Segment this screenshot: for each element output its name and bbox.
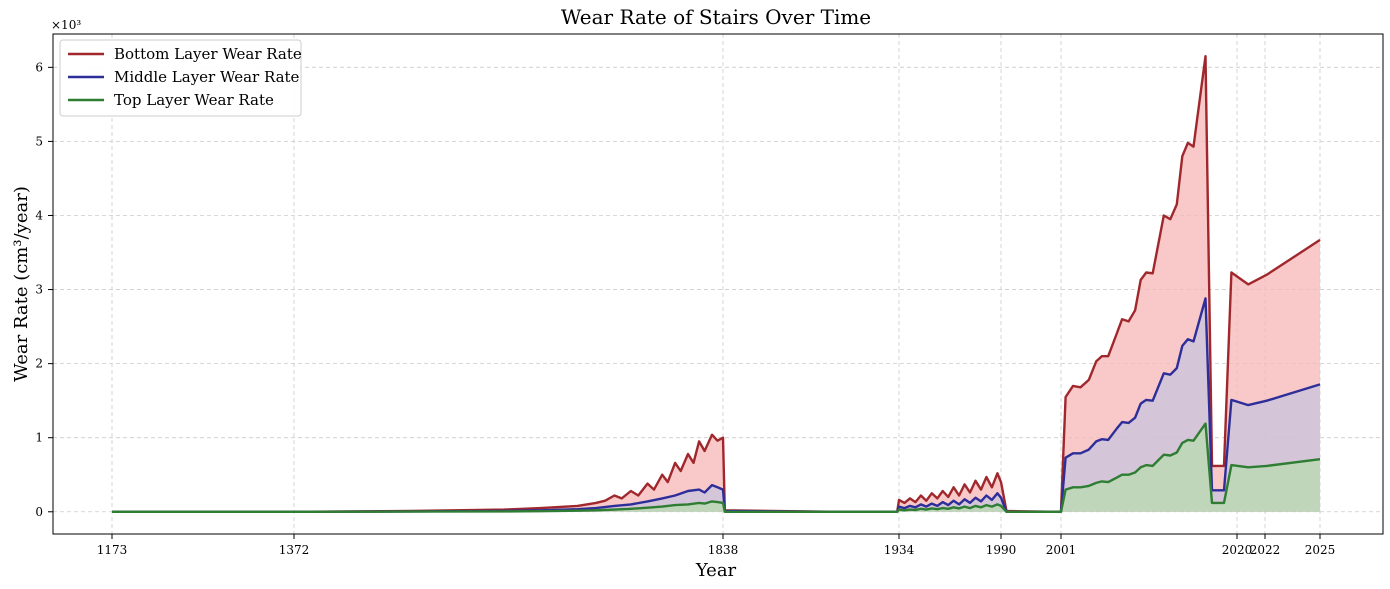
x-tick-label: 1934: [884, 543, 915, 557]
y-axis-title: Wear Rate (cm³/year): [11, 186, 32, 382]
series-line: [112, 55, 1321, 513]
y-axis-multiplier: ×10³: [51, 18, 81, 32]
x-tick-label: 2020: [1222, 543, 1253, 557]
legend-label: Top Layer Wear Rate: [114, 91, 274, 109]
series-lines: [112, 55, 1321, 513]
legend-box: [59, 39, 302, 117]
series-line: [112, 297, 1321, 513]
x-tick-label: 1372: [279, 543, 310, 557]
y-axis-ticks: 0 1 2 3 4 5 6: [35, 60, 53, 519]
series-area-fill: [112, 423, 1320, 512]
x-tick-label: 2001: [1046, 543, 1077, 557]
x-axis-title: Year: [695, 560, 737, 581]
y-tick-label: 5: [35, 134, 43, 148]
legend: Bottom Layer Wear Rate Middle Layer Wear …: [59, 39, 302, 117]
y-tick-label: 3: [35, 283, 43, 297]
y-tick-label: 4: [35, 208, 43, 222]
area-fills: [112, 56, 1320, 512]
y-tick-label: 0: [35, 505, 43, 519]
x-tick-label: 1990: [986, 543, 1017, 557]
chart-title: Wear Rate of Stairs Over Time: [561, 5, 871, 29]
y-tick-label: 1: [35, 431, 43, 445]
plot-frame: [52, 33, 1384, 535]
legend-label: Bottom Layer Wear Rate: [114, 45, 302, 63]
x-tick-label: 1173: [97, 543, 128, 557]
series-line: [112, 422, 1321, 513]
y-tick-label: 6: [35, 60, 43, 74]
x-tick-label: 2025: [1305, 543, 1336, 557]
x-tick-label: 1838: [708, 543, 739, 557]
y-tick-label: 2: [35, 357, 43, 371]
x-tick-label: 2022: [1250, 543, 1281, 557]
legend-label: Middle Layer Wear Rate: [114, 68, 300, 86]
